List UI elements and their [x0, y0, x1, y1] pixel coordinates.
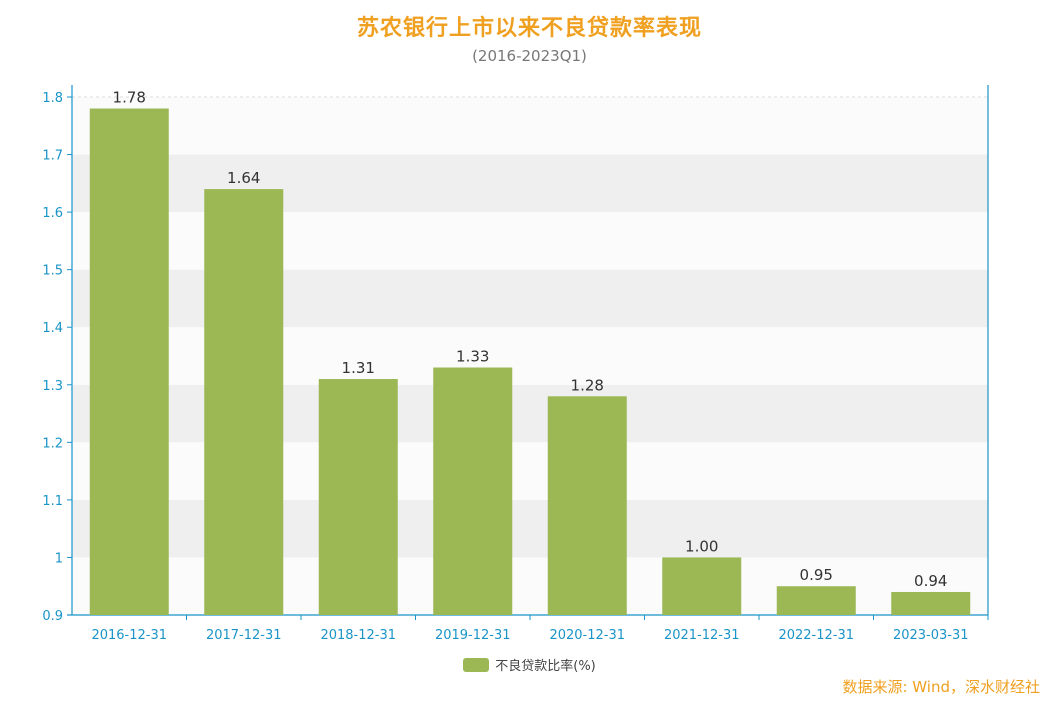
grid-band [72, 97, 988, 155]
y-tick-label: 1.4 [42, 321, 63, 336]
data-label: 1.00 [685, 537, 718, 555]
y-tick-label: 1.1 [42, 494, 63, 509]
bar [89, 108, 169, 615]
bar [891, 591, 971, 615]
legend[interactable]: 不良贷款比率(%) [0, 655, 1059, 674]
data-label: 0.94 [914, 572, 947, 590]
y-tick-label: 1.7 [42, 149, 63, 164]
x-tick-label: 2016-12-31 [91, 628, 167, 643]
chart-title: 苏农银行上市以来不良贷款率表现 [356, 16, 702, 41]
chart-subtitle: (2016-2023Q1) [472, 47, 587, 65]
x-tick-label: 2021-12-31 [664, 628, 740, 643]
x-tick-label: 2019-12-31 [435, 628, 511, 643]
y-tick-label: 1.3 [42, 379, 63, 394]
bar [547, 396, 627, 615]
y-tick-label: 1.6 [42, 206, 63, 221]
y-tick-label: 1.2 [42, 436, 63, 451]
data-label: 1.28 [571, 376, 604, 394]
y-tick-label: 0.9 [42, 609, 63, 624]
bar [318, 379, 398, 615]
bar [662, 557, 742, 615]
y-tick-label: 1 [55, 551, 63, 566]
x-tick-label: 2023-03-31 [893, 628, 969, 643]
data-label: 1.33 [456, 348, 489, 366]
bar [776, 586, 856, 615]
bar [204, 189, 284, 616]
data-label: 1.64 [227, 169, 260, 187]
bar [433, 367, 513, 615]
data-label: 1.78 [113, 89, 146, 107]
data-label: 1.31 [342, 359, 375, 377]
x-tick-label: 2022-12-31 [778, 628, 854, 643]
legend-swatch [463, 657, 490, 672]
x-tick-label: 2017-12-31 [206, 628, 282, 643]
data-label: 0.95 [800, 566, 833, 584]
y-tick-label: 1.8 [42, 91, 63, 106]
legend-label: 不良贷款比率(%) [495, 659, 596, 674]
x-tick-label: 2018-12-31 [320, 628, 396, 643]
x-tick-label: 2020-12-31 [549, 628, 625, 643]
y-tick-label: 1.5 [42, 264, 63, 279]
source-note: 数据来源: Wind，深水财经社 [842, 678, 1040, 696]
